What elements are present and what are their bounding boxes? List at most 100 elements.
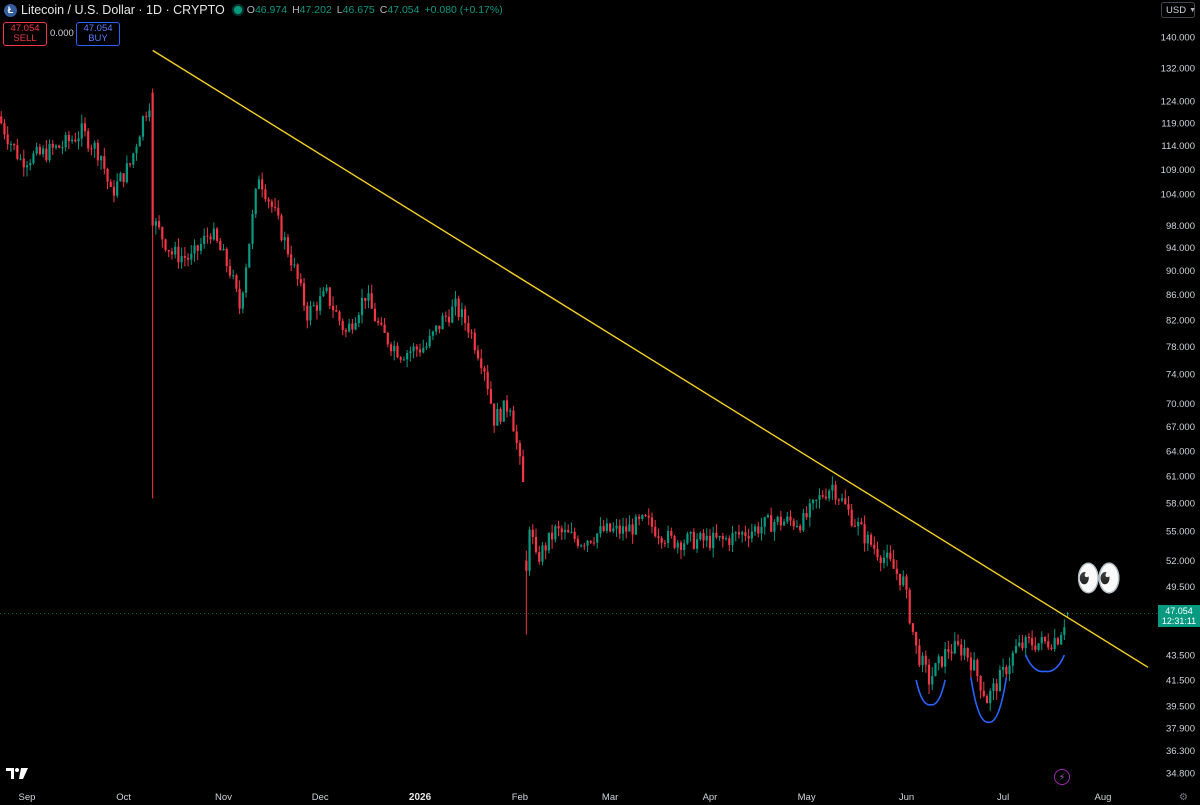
candle-body — [435, 325, 438, 332]
candle-body — [93, 142, 96, 149]
candle-body — [396, 345, 399, 358]
candle-body — [444, 315, 447, 317]
candle-body — [918, 645, 921, 666]
candle-body — [412, 346, 415, 352]
candle-body — [58, 145, 61, 148]
candle-body — [351, 323, 354, 330]
candle-body — [1018, 642, 1021, 647]
price-tick-label: 94.000 — [1166, 243, 1195, 254]
price-tick-label: 41.500 — [1166, 675, 1195, 686]
candle-body — [966, 648, 969, 658]
candle-body — [699, 532, 702, 540]
candle-body — [406, 353, 409, 360]
candle-body — [847, 504, 850, 510]
sell-button[interactable]: 47.054 SELL — [3, 22, 47, 46]
candle-body — [886, 552, 889, 558]
candle-body — [811, 500, 815, 504]
candle-body — [1043, 636, 1047, 642]
candle-body — [190, 253, 193, 260]
candle-body — [686, 533, 689, 544]
candle-body — [737, 532, 741, 535]
candle-body — [19, 158, 22, 160]
candle-body — [905, 576, 908, 590]
candle-body — [331, 305, 335, 311]
candle-body — [1005, 667, 1008, 675]
candle-body — [882, 557, 886, 563]
candle-body — [937, 656, 940, 664]
candle-body — [290, 254, 293, 266]
candle-body — [370, 293, 373, 309]
candle-body — [483, 368, 486, 372]
candle-body — [750, 531, 753, 539]
candle-body — [866, 534, 869, 544]
candle-body — [103, 156, 106, 169]
candle-body — [257, 179, 261, 190]
price-tick-label: 52.000 — [1166, 556, 1195, 567]
candle-body — [418, 349, 422, 353]
candle-body — [203, 235, 206, 244]
candle-body — [83, 123, 87, 132]
symbol-title[interactable]: Litecoin / U.S. Dollar · 1D · CRYPTO — [21, 3, 225, 17]
time-axis: Sep Oct Nov Dec 2026 Feb Mar Apr May Jun Jul Aug — [19, 792, 1112, 803]
candle-body — [689, 532, 692, 534]
candle-body — [666, 530, 670, 543]
candle-body — [476, 350, 480, 359]
candle-body — [580, 545, 583, 547]
candle-body — [402, 359, 406, 361]
candle-body — [354, 323, 357, 330]
candle-body — [25, 165, 29, 168]
candle-body — [979, 675, 982, 691]
candle-body — [876, 548, 879, 558]
price-tick-label: 49.500 — [1166, 582, 1195, 593]
last-price-badge: 47.054 12:31:11 — [1158, 605, 1200, 627]
candle-body — [493, 403, 496, 426]
candle-body — [296, 264, 299, 280]
gear-icon[interactable]: ⚙ — [1179, 792, 1188, 803]
candle-body — [16, 145, 19, 159]
candle-body — [915, 631, 918, 646]
candle-body — [944, 649, 947, 667]
price-tick-label: 58.000 — [1166, 498, 1195, 509]
tradingview-logo-icon[interactable] — [6, 766, 28, 784]
candle-body — [724, 538, 728, 540]
candle-body — [844, 498, 847, 505]
candle-body — [621, 526, 625, 534]
candle-body — [367, 293, 370, 301]
tradingview-logo-shape — [6, 768, 28, 779]
candle-body — [931, 676, 934, 685]
candle-body — [657, 536, 660, 538]
currency-dropdown[interactable]: USD ▼ — [1161, 2, 1196, 18]
price-tick-label: 67.000 — [1166, 422, 1195, 433]
candle-body — [728, 538, 731, 545]
candle-body — [431, 331, 435, 336]
candle-body — [447, 316, 451, 323]
candle-body — [570, 531, 573, 533]
candle-body — [705, 535, 708, 541]
candle-body — [869, 534, 873, 545]
time-tick-label: Oct — [116, 792, 131, 803]
candle-body — [1040, 636, 1043, 644]
candle-body — [837, 499, 840, 501]
candle-body — [1034, 645, 1037, 650]
buy-label: BUY — [88, 33, 108, 44]
candle-body — [35, 146, 38, 154]
candle-body — [38, 146, 41, 155]
flash-icon[interactable]: ⚡ — [1054, 769, 1070, 785]
candle-body — [209, 236, 212, 240]
candle-body — [596, 533, 599, 543]
candle-body — [341, 320, 344, 331]
candle-body — [1024, 637, 1027, 649]
candle-body — [679, 542, 683, 550]
price-tick-label: 39.500 — [1166, 702, 1195, 713]
candle-body — [592, 542, 596, 544]
buy-button[interactable]: 47.054 BUY — [76, 22, 120, 46]
candle-body — [766, 515, 770, 518]
candle-body — [454, 298, 457, 307]
candle-body — [277, 207, 280, 216]
candle-body — [744, 532, 747, 537]
candle-body — [428, 335, 431, 347]
time-tick-label: Nov — [215, 792, 232, 803]
candle-body — [992, 683, 995, 691]
candle-body — [302, 283, 306, 306]
